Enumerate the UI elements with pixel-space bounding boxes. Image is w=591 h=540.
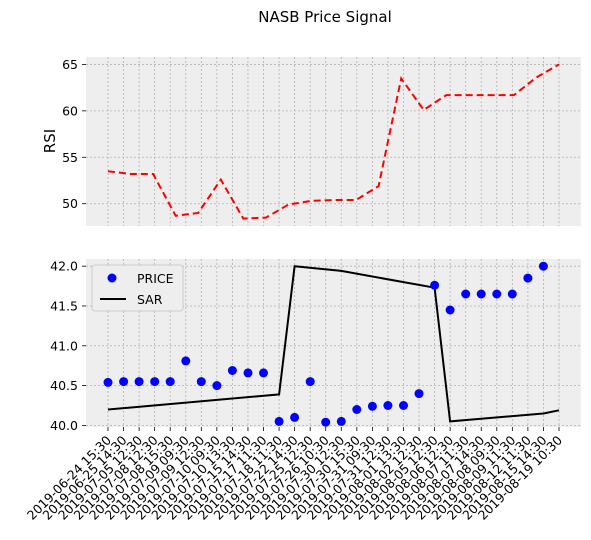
price-point	[399, 401, 408, 410]
rsi-y-tick-label: 60	[62, 103, 78, 118]
legend: PRICE SAR	[91, 264, 184, 312]
rsi-y-axis: 50 55 60 65	[62, 57, 86, 211]
chart-title: NASB Price Signal	[258, 8, 392, 26]
price-panel: 40.0 40.5 41.0 41.5 42.0 2019-06-24 15:30201…	[24, 259, 581, 523]
price-point	[352, 405, 362, 414]
price-point	[227, 366, 237, 375]
price-y-tick-label: 41.0	[50, 338, 78, 353]
price-point	[103, 377, 113, 387]
legend-sar-label: SAR	[137, 292, 163, 307]
rsi-panel: 50 55 60 65 RSI	[41, 57, 581, 226]
price-point	[476, 289, 486, 299]
rsi-gridlines	[86, 57, 581, 226]
price-point	[259, 368, 268, 378]
price-series-points	[103, 261, 548, 427]
rsi-series-line	[107, 63, 560, 220]
price-point	[523, 273, 533, 283]
price-point	[367, 401, 377, 411]
price-point	[150, 377, 160, 387]
rsi-y-tick-label: 65	[62, 57, 78, 72]
price-point	[538, 261, 548, 271]
price-point	[243, 368, 253, 378]
sar-series-line	[107, 265, 560, 423]
price-point	[134, 377, 144, 387]
price-point	[119, 377, 129, 387]
price-y-axis: 40.0 40.5 41.0 41.5 42.0	[50, 259, 86, 433]
price-point	[461, 289, 471, 299]
price-point	[181, 356, 191, 366]
price-point	[290, 412, 300, 422]
price-point	[212, 381, 222, 391]
price-y-tick-label: 41.5	[50, 298, 78, 313]
price-y-tick-label: 40.0	[50, 418, 78, 433]
price-point	[321, 417, 331, 427]
legend-price-marker	[107, 273, 117, 283]
price-point	[492, 289, 502, 299]
price-point	[430, 280, 440, 290]
price-point	[196, 377, 206, 387]
price-y-tick-label: 40.5	[50, 378, 78, 393]
price-y-tick-label: 42.0	[50, 259, 78, 274]
price-point	[445, 305, 455, 315]
rsi-plot-area	[86, 57, 581, 226]
rsi-y-axis-label: RSI	[41, 129, 59, 153]
price-point	[414, 389, 424, 399]
price-gridlines	[86, 259, 581, 427]
price-point	[274, 416, 284, 426]
price-point	[507, 289, 517, 299]
legend-price-label: PRICE	[137, 271, 174, 286]
price-point	[305, 377, 315, 387]
rsi-y-tick-label: 55	[62, 150, 78, 165]
price-point	[383, 401, 393, 410]
price-point	[165, 377, 175, 387]
rsi-y-tick-label: 50	[62, 196, 78, 211]
price-point	[336, 416, 346, 426]
